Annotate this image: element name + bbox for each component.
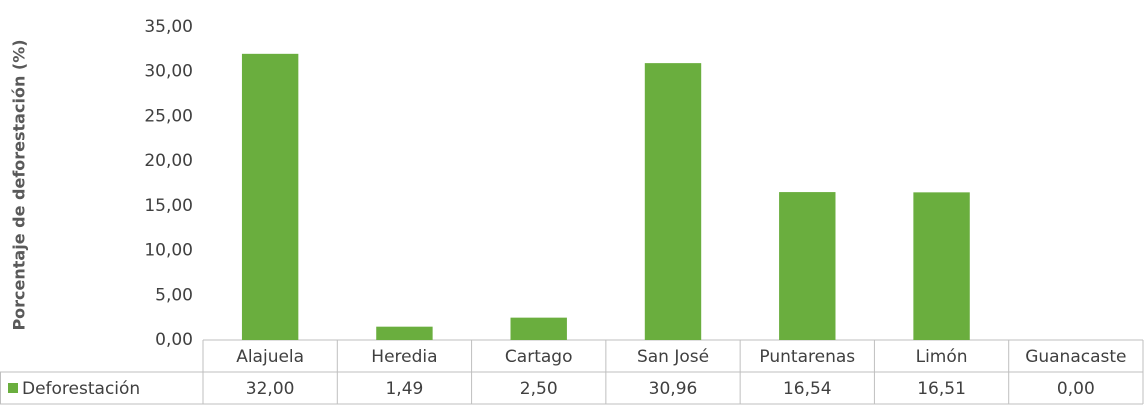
y-tick-label: 15,00 (144, 196, 193, 216)
table-value: 16,54 (783, 379, 832, 399)
bar (779, 192, 836, 340)
table-value: 16,51 (917, 379, 966, 399)
bar (913, 192, 970, 340)
y-tick-label: 25,00 (144, 106, 193, 126)
bar (510, 317, 567, 340)
y-tick-label: 5,00 (155, 285, 193, 305)
x-tick-label: San José (637, 347, 709, 367)
table-value: 0,00 (1057, 379, 1095, 399)
bar (644, 63, 702, 340)
bar (241, 53, 299, 340)
legend-swatch (8, 383, 18, 393)
x-tick-label: Limón (916, 347, 968, 367)
y-tick-label: 0,00 (155, 330, 193, 350)
table-value: 2,50 (520, 379, 558, 399)
x-tick-label: Heredia (371, 347, 437, 367)
table-value: 30,96 (649, 379, 698, 399)
y-tick-label: 35,00 (144, 17, 193, 37)
bar (376, 326, 433, 340)
table-value: 32,00 (246, 379, 295, 399)
x-tick-label: Alajuela (236, 347, 304, 367)
legend-label: Deforestación (22, 379, 140, 399)
x-tick-label: Guanacaste (1025, 347, 1126, 367)
y-tick-label: 20,00 (144, 151, 193, 171)
x-tick-label: Cartago (505, 347, 573, 367)
x-tick-label: Puntarenas (759, 347, 855, 367)
table-value: 1,49 (385, 379, 423, 399)
y-axis-title: Porcentaje de deforestación (%) (10, 39, 29, 330)
y-tick-label: 30,00 (144, 62, 193, 82)
y-tick-label: 10,00 (144, 241, 193, 261)
